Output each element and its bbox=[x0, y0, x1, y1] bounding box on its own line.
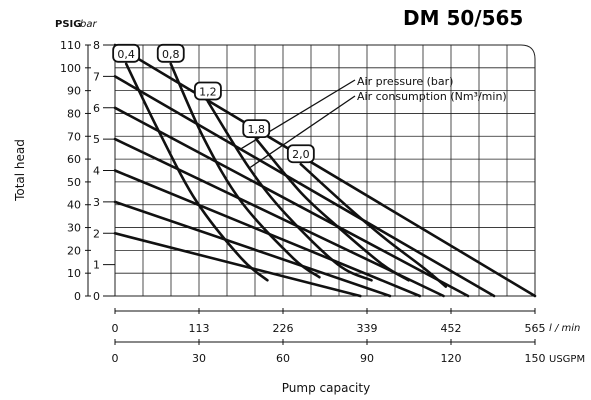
bar-tick-label: 6 bbox=[93, 102, 100, 115]
consumption-label: 1,2 bbox=[199, 85, 217, 98]
air-pressure-curve bbox=[113, 232, 362, 298]
air-consumption-curve bbox=[299, 162, 448, 288]
bar-tick-label: 4 bbox=[93, 165, 100, 178]
plot-border bbox=[114, 44, 536, 297]
consumption-label-box bbox=[286, 144, 315, 164]
bar-tick-label: 1 bbox=[93, 259, 100, 272]
psig-tick-label: 50 bbox=[67, 176, 81, 189]
usgpm-tick-label: 30 bbox=[192, 352, 206, 365]
bar-tick-label: 7 bbox=[93, 70, 100, 83]
consumption-label-box bbox=[242, 119, 271, 139]
air-consumption-curve bbox=[124, 62, 269, 282]
legend-pointer-consumption bbox=[249, 95, 356, 168]
psig-tick-label: 70 bbox=[67, 130, 81, 143]
usgpm-tick-label: 150 bbox=[525, 352, 546, 365]
psig-tick-label: 40 bbox=[67, 199, 81, 212]
psig-tick-label: 110 bbox=[60, 39, 81, 52]
consumption-label: 2,0 bbox=[292, 148, 310, 161]
psig-tick-label: 100 bbox=[60, 62, 81, 75]
usgpm-unit-label: USGPM bbox=[549, 354, 585, 365]
curves bbox=[113, 43, 537, 298]
psig-tick-label: 30 bbox=[67, 222, 81, 235]
psig-tick-label: 80 bbox=[67, 107, 81, 120]
air-consumption-curve bbox=[206, 100, 373, 282]
lmin-unit-label: l / min bbox=[549, 323, 580, 334]
legend-air-consumption: Air consumption (Nm³/min) bbox=[357, 90, 507, 103]
psig-tick-label: 10 bbox=[67, 267, 81, 280]
x-axis-label: Pump capacity bbox=[282, 381, 370, 395]
psig-tick-label: 0 bbox=[74, 290, 81, 303]
plot-frame bbox=[114, 44, 536, 297]
bar-tick-label: 0 bbox=[93, 290, 100, 303]
usgpm-tick-label: 0 bbox=[112, 352, 119, 365]
lmin-tick-label: 565 bbox=[525, 322, 546, 335]
air-pressure-curve bbox=[113, 200, 392, 298]
air-pressure-curve bbox=[113, 43, 537, 298]
air-pressure-curve bbox=[113, 106, 470, 298]
bar-unit-label: bar bbox=[80, 19, 97, 30]
air-consumption-curve bbox=[169, 62, 321, 279]
lmin-tick-label: 452 bbox=[441, 322, 462, 335]
psig-tick-label: 60 bbox=[67, 153, 81, 166]
bar-tick-label: 2 bbox=[93, 227, 100, 240]
consumption-label-box bbox=[156, 43, 185, 63]
chart-title: DM 50/565 bbox=[403, 6, 523, 30]
consumption-label: 0,8 bbox=[162, 48, 180, 61]
air-consumption-curve bbox=[254, 137, 410, 282]
psig-tick-label: 90 bbox=[67, 85, 81, 98]
lmin-tick-label: 113 bbox=[189, 322, 210, 335]
consumption-label-box bbox=[194, 81, 222, 101]
psig-tick-label: 20 bbox=[67, 244, 81, 257]
bar-tick-label: 5 bbox=[93, 133, 100, 146]
y-axis-label: Total head bbox=[13, 139, 27, 202]
air-pressure-curve bbox=[113, 75, 496, 298]
consumption-labels: 0,4 0,8 1,2 1,8 2,0 bbox=[112, 43, 315, 164]
grid bbox=[115, 45, 535, 296]
usgpm-tick-label: 90 bbox=[360, 352, 374, 365]
consumption-label: 0,4 bbox=[117, 48, 135, 61]
lmin-tick-label: 339 bbox=[357, 322, 378, 335]
lmin-tick-label: 0 bbox=[112, 322, 119, 335]
psig-unit-label: PSIG bbox=[55, 19, 81, 30]
usgpm-tick-label: 60 bbox=[276, 352, 290, 365]
legend-air-pressure: Air pressure (bar) bbox=[357, 75, 453, 88]
lmin-tick-label: 226 bbox=[273, 322, 294, 335]
bar-tick-label: 3 bbox=[93, 196, 100, 209]
consumption-label: 1,8 bbox=[247, 123, 265, 136]
consumption-label-box bbox=[112, 43, 141, 63]
bar-tick-label: 8 bbox=[93, 39, 100, 52]
usgpm-tick-label: 120 bbox=[441, 352, 462, 365]
